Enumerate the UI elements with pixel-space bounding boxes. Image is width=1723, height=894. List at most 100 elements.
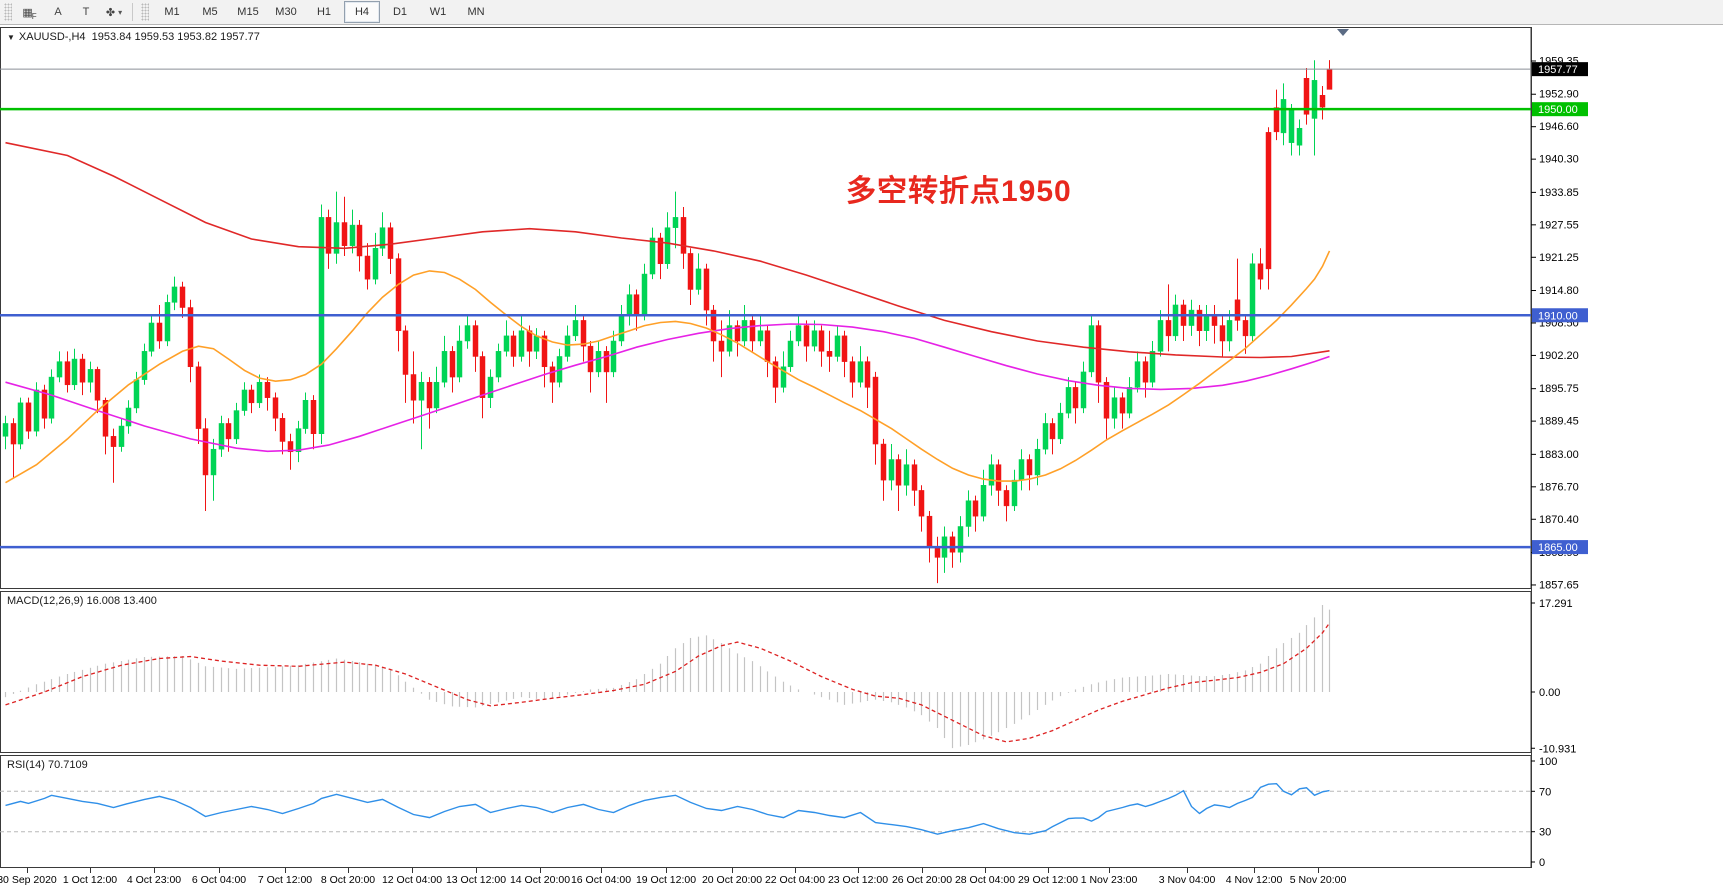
candle	[1111, 387, 1118, 429]
chart-grid-tool[interactable]: ▦ F	[22, 6, 37, 21]
candle	[1003, 485, 1010, 522]
candle	[965, 490, 972, 537]
candle	[1165, 284, 1172, 352]
candle	[1072, 382, 1079, 424]
candle	[1057, 402, 1064, 445]
price-badge-1865.00: 1865.00	[1532, 540, 1588, 555]
timeframe-button-m15[interactable]: M15	[237, 6, 259, 18]
timeframe-button-m30[interactable]: M30	[275, 6, 297, 18]
toolbar-drag-handle[interactable]	[4, 3, 12, 21]
svg-text:1910.00: 1910.00	[1538, 310, 1578, 322]
candle	[233, 402, 240, 445]
candle	[1011, 469, 1018, 512]
candle	[787, 330, 794, 372]
candle	[410, 351, 417, 424]
candle	[1180, 299, 1187, 342]
svg-text:19 Oct 12:00: 19 Oct 12:00	[636, 874, 696, 886]
candle	[248, 384, 255, 414]
svg-text:6 Oct 04:00: 6 Oct 04:00	[192, 874, 246, 886]
candle	[402, 325, 409, 403]
timeframe-group: M1 M5 M15 M30 H1 H4 D1 W1 MN	[153, 1, 495, 23]
svg-text:1 Nov 23:00: 1 Nov 23:00	[1081, 874, 1138, 886]
candle	[549, 361, 556, 403]
svg-text:1946.60: 1946.60	[1539, 121, 1579, 133]
candle	[949, 531, 956, 568]
macd-axis: 17.291 0.00 -10.931	[1531, 598, 1576, 755]
candle	[849, 356, 856, 398]
svg-text:0: 0	[1539, 857, 1545, 869]
candle	[957, 516, 964, 563]
candle	[1134, 351, 1141, 393]
candle	[79, 353, 86, 396]
candle	[364, 243, 371, 290]
toolbar-drag-handle[interactable]	[141, 3, 149, 21]
candle	[325, 209, 332, 269]
candle	[156, 304, 163, 349]
candle	[41, 384, 48, 429]
timeframe-button-m5[interactable]: M5	[202, 6, 218, 18]
candle	[48, 369, 55, 424]
macd-indicator-label: MACD(12,26,9) 16.008 13.400	[7, 595, 157, 607]
candle	[1249, 253, 1256, 342]
candle	[318, 204, 325, 445]
candle	[710, 304, 717, 362]
svg-text:1889.45: 1889.45	[1539, 416, 1579, 428]
candle	[1103, 377, 1110, 439]
candle	[187, 299, 194, 383]
timeframe-button-h4[interactable]: H4	[344, 1, 380, 23]
candle	[341, 196, 348, 257]
candle	[518, 315, 525, 362]
price-axis: 1959.351952.901946.601940.301933.851927.…	[1531, 56, 1588, 591]
candle	[449, 346, 456, 393]
candle	[1211, 304, 1218, 344]
svg-text:20 Oct 20:00: 20 Oct 20:00	[702, 874, 762, 886]
timeframe-button-m1[interactable]: M1	[164, 6, 180, 18]
candle	[418, 371, 425, 450]
svg-text:0.00: 0.00	[1539, 687, 1560, 699]
svg-text:100: 100	[1539, 756, 1557, 768]
candle	[841, 330, 848, 378]
candle	[279, 413, 286, 455]
chart-text-annotation[interactable]: 多空转折点1950	[846, 175, 1072, 208]
text-label-tool[interactable]: A	[54, 6, 62, 18]
svg-text:1883.00: 1883.00	[1539, 449, 1579, 461]
candle	[141, 343, 148, 385]
candle	[241, 382, 248, 416]
candle	[641, 263, 648, 321]
timeframe-button-h1[interactable]: H1	[316, 6, 332, 18]
arrows-objects-tool[interactable]: ✤ ▾	[105, 6, 123, 19]
svg-text:30: 30	[1539, 827, 1551, 839]
candle	[918, 485, 925, 532]
candle	[564, 325, 571, 362]
candle	[834, 325, 841, 362]
timeframe-button-mn[interactable]: MN	[467, 6, 485, 18]
text-box-tool[interactable]: T	[82, 6, 90, 18]
candle	[495, 343, 502, 383]
candle	[941, 526, 948, 573]
candle	[1065, 377, 1072, 419]
ma-red-slow	[5, 141, 1330, 359]
rsi-line	[5, 782, 1330, 835]
chart-shift-marker-icon[interactable]	[1337, 29, 1349, 36]
candle	[164, 294, 171, 347]
collapse-arrow-icon[interactable]: ▼	[7, 33, 15, 42]
svg-text:1957.77: 1957.77	[1538, 64, 1578, 76]
candle	[1088, 315, 1095, 378]
candle	[1095, 320, 1102, 403]
candle	[1280, 83, 1287, 146]
candle	[533, 328, 540, 360]
candle	[1196, 304, 1203, 347]
candle	[479, 351, 486, 419]
timeframe-button-d1[interactable]: D1	[392, 6, 408, 18]
svg-text:3 Nov 04:00: 3 Nov 04:00	[1159, 874, 1216, 886]
time-axis: 30 Sep 2020 1 Oct 12:00 4 Oct 23:00 6 Oct 0…	[0, 868, 1346, 886]
timeframe-button-w1[interactable]: W1	[429, 6, 447, 18]
candle	[179, 281, 186, 318]
candle	[687, 248, 694, 305]
candle	[803, 320, 810, 362]
svg-text:1870.40: 1870.40	[1539, 514, 1579, 526]
candle	[71, 348, 78, 390]
rsi-indicator-label: RSI(14) 70.7109	[7, 759, 88, 771]
candle	[572, 304, 579, 342]
